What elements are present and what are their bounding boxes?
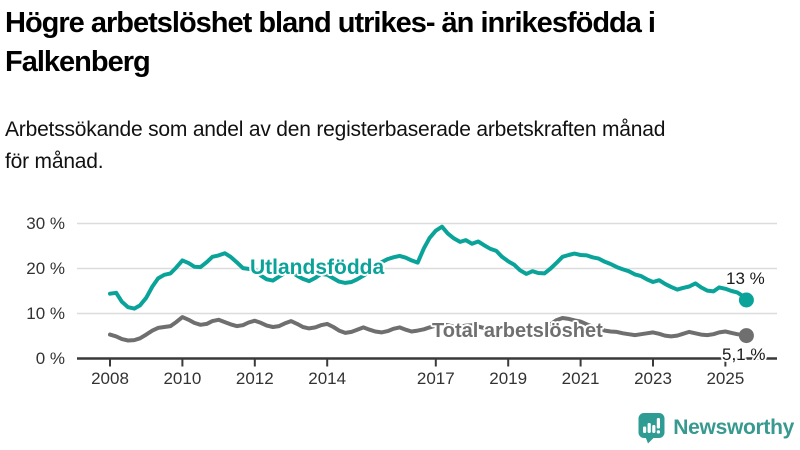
- y-axis-label: 30 %: [26, 213, 65, 233]
- y-axis-label: 20 %: [26, 258, 65, 278]
- series-line-1: [108, 315, 749, 343]
- title-line-1: Högre arbetslöshet bland utrikes- än inr…: [5, 7, 656, 39]
- x-axis-label: 2017: [416, 369, 455, 388]
- chart-subtitle: Arbetssökande som andel av den registerb…: [5, 114, 785, 178]
- newsworthy-wordmark: Newsworthy: [673, 416, 794, 439]
- subtitle-line-1: Arbetssökande som andel av den registerb…: [5, 118, 666, 141]
- series-label-total-arbetsloshet: Total arbetslöshet: [432, 320, 603, 342]
- x-axis-label: 2023: [634, 369, 672, 388]
- newsworthy-logo: Newsworthy: [638, 412, 794, 444]
- series-line-0: [108, 224, 749, 311]
- series-end-dot-1: [738, 328, 754, 344]
- end-value-label-total: 5,1 %: [722, 345, 766, 364]
- newsworthy-icon: [638, 412, 665, 444]
- x-axis-label: 2019: [489, 369, 528, 388]
- x-axis-label: 2010: [163, 369, 202, 388]
- x-axis-label: 2012: [235, 369, 274, 388]
- y-axis-label: 0 %: [35, 348, 65, 368]
- series-end-dot-0: [738, 292, 754, 308]
- subtitle-line-2: för månad.: [5, 150, 104, 173]
- end-value-label-utlandsfodda: 13 %: [726, 269, 765, 288]
- x-axis-label: 2021: [561, 369, 600, 388]
- page-title: Högre arbetslöshet bland utrikes- än inr…: [5, 4, 797, 82]
- x-axis-label: 2025: [706, 369, 745, 388]
- series-label-utlandsfodda: Utlandsfödda: [250, 256, 385, 279]
- x-axis-label: 2014: [308, 369, 347, 388]
- title-line-2: Falkenberg: [5, 46, 151, 78]
- x-axis-label: 2008: [91, 369, 129, 388]
- y-axis-label: 10 %: [26, 303, 65, 323]
